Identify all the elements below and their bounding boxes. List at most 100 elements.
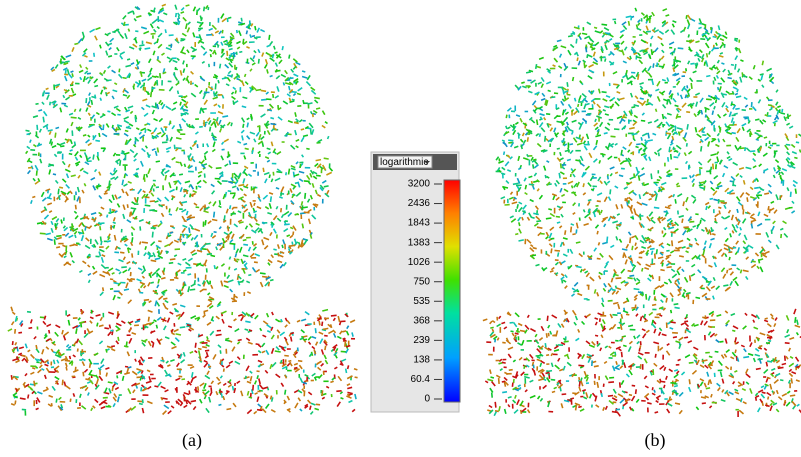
field-arrow: [206, 340, 209, 342]
field-arrow: [198, 186, 201, 187]
field-arrow: [123, 214, 125, 219]
field-arrow: [276, 319, 280, 322]
field-arrow: [247, 136, 250, 140]
field-arrow: [130, 189, 133, 190]
field-arrow: [255, 228, 259, 232]
field-arrow: [719, 86, 721, 91]
field-arrow: [701, 321, 703, 325]
field-arrow: [88, 113, 90, 116]
field-arrow: [136, 128, 139, 130]
field-arrow: [211, 381, 213, 384]
field-arrow: [294, 368, 297, 369]
field-arrow: [276, 374, 281, 377]
field-arrow: [174, 240, 178, 242]
field-arrow: [70, 356, 71, 359]
field-arrow: [347, 384, 350, 386]
field-arrow: [42, 349, 44, 354]
field-arrow: [776, 102, 778, 106]
field-arrow: [737, 89, 738, 92]
field-arrow: [607, 237, 608, 243]
field-arrow: [246, 226, 248, 230]
field-arrow: [584, 37, 588, 39]
field-arrow: [16, 389, 17, 392]
field-arrow: [66, 70, 67, 74]
field-arrow: [153, 51, 155, 55]
field-arrow: [40, 365, 43, 368]
field-arrow: [25, 374, 27, 376]
field-arrow: [81, 324, 82, 328]
field-arrow: [27, 134, 30, 135]
field-arrow: [554, 350, 559, 351]
field-arrow: [774, 175, 775, 178]
field-arrow: [330, 381, 333, 382]
field-arrow: [156, 268, 159, 271]
field-arrow: [610, 245, 614, 247]
field-arrow: [252, 150, 253, 154]
field-arrow: [717, 71, 720, 74]
field-arrow: [151, 331, 153, 334]
field-arrow: [245, 321, 250, 322]
field-arrow: [686, 208, 688, 210]
field-arrow: [620, 119, 623, 124]
field-arrow: [299, 172, 304, 173]
field-arrow: [309, 353, 312, 356]
field-arrow: [30, 372, 34, 374]
field-arrow: [761, 75, 762, 80]
field-arrow: [245, 329, 249, 330]
field-arrow: [271, 124, 277, 125]
field-arrow: [229, 63, 233, 67]
field-arrow: [639, 348, 640, 351]
field-arrow: [764, 193, 769, 194]
field-arrow: [647, 140, 653, 141]
field-arrow: [228, 280, 234, 282]
field-arrow: [295, 239, 297, 245]
field-arrow: [51, 142, 52, 146]
field-arrow: [174, 255, 177, 257]
field-arrow: [152, 232, 153, 238]
field-arrow: [306, 149, 309, 150]
field-arrow: [194, 203, 197, 205]
field-arrow: [89, 280, 91, 283]
field-arrow: [142, 276, 144, 278]
field-arrow: [269, 175, 270, 178]
field-arrow: [551, 353, 553, 356]
field-arrow: [136, 16, 141, 17]
field-arrow: [714, 176, 718, 179]
field-arrow: [324, 355, 326, 359]
field-arrow: [277, 330, 280, 333]
field-arrow: [303, 135, 308, 136]
field-arrow: [221, 264, 224, 266]
field-arrow: [256, 132, 259, 136]
field-arrow: [234, 173, 238, 177]
field-arrow: [72, 73, 73, 76]
field-arrow: [108, 312, 114, 314]
field-arrow: [311, 403, 315, 405]
field-arrow: [93, 271, 97, 274]
field-arrow: [271, 335, 274, 339]
field-arrow: [79, 223, 82, 227]
field-arrow: [753, 159, 756, 162]
field-arrow: [706, 287, 710, 291]
field-arrow: [560, 172, 564, 174]
field-arrow: [341, 398, 344, 399]
field-arrow: [567, 122, 569, 125]
field-arrow: [640, 86, 643, 89]
field-arrow: [258, 351, 261, 353]
field-arrow: [200, 356, 201, 361]
field-arrow: [209, 306, 213, 309]
field-arrow: [55, 377, 60, 380]
field-arrow: [561, 274, 564, 276]
field-arrow: [726, 366, 729, 369]
field-arrow: [268, 130, 270, 134]
field-arrow: [769, 191, 772, 194]
field-arrow: [220, 246, 224, 250]
field-arrow: [36, 408, 39, 409]
field-arrow: [204, 361, 208, 363]
field-arrow: [746, 369, 748, 374]
field-arrow: [124, 153, 129, 155]
field-arrow: [282, 214, 284, 217]
field-arrow: [332, 378, 335, 380]
field-arrow: [776, 409, 779, 412]
field-arrow: [207, 371, 209, 375]
field-arrow: [621, 150, 622, 156]
